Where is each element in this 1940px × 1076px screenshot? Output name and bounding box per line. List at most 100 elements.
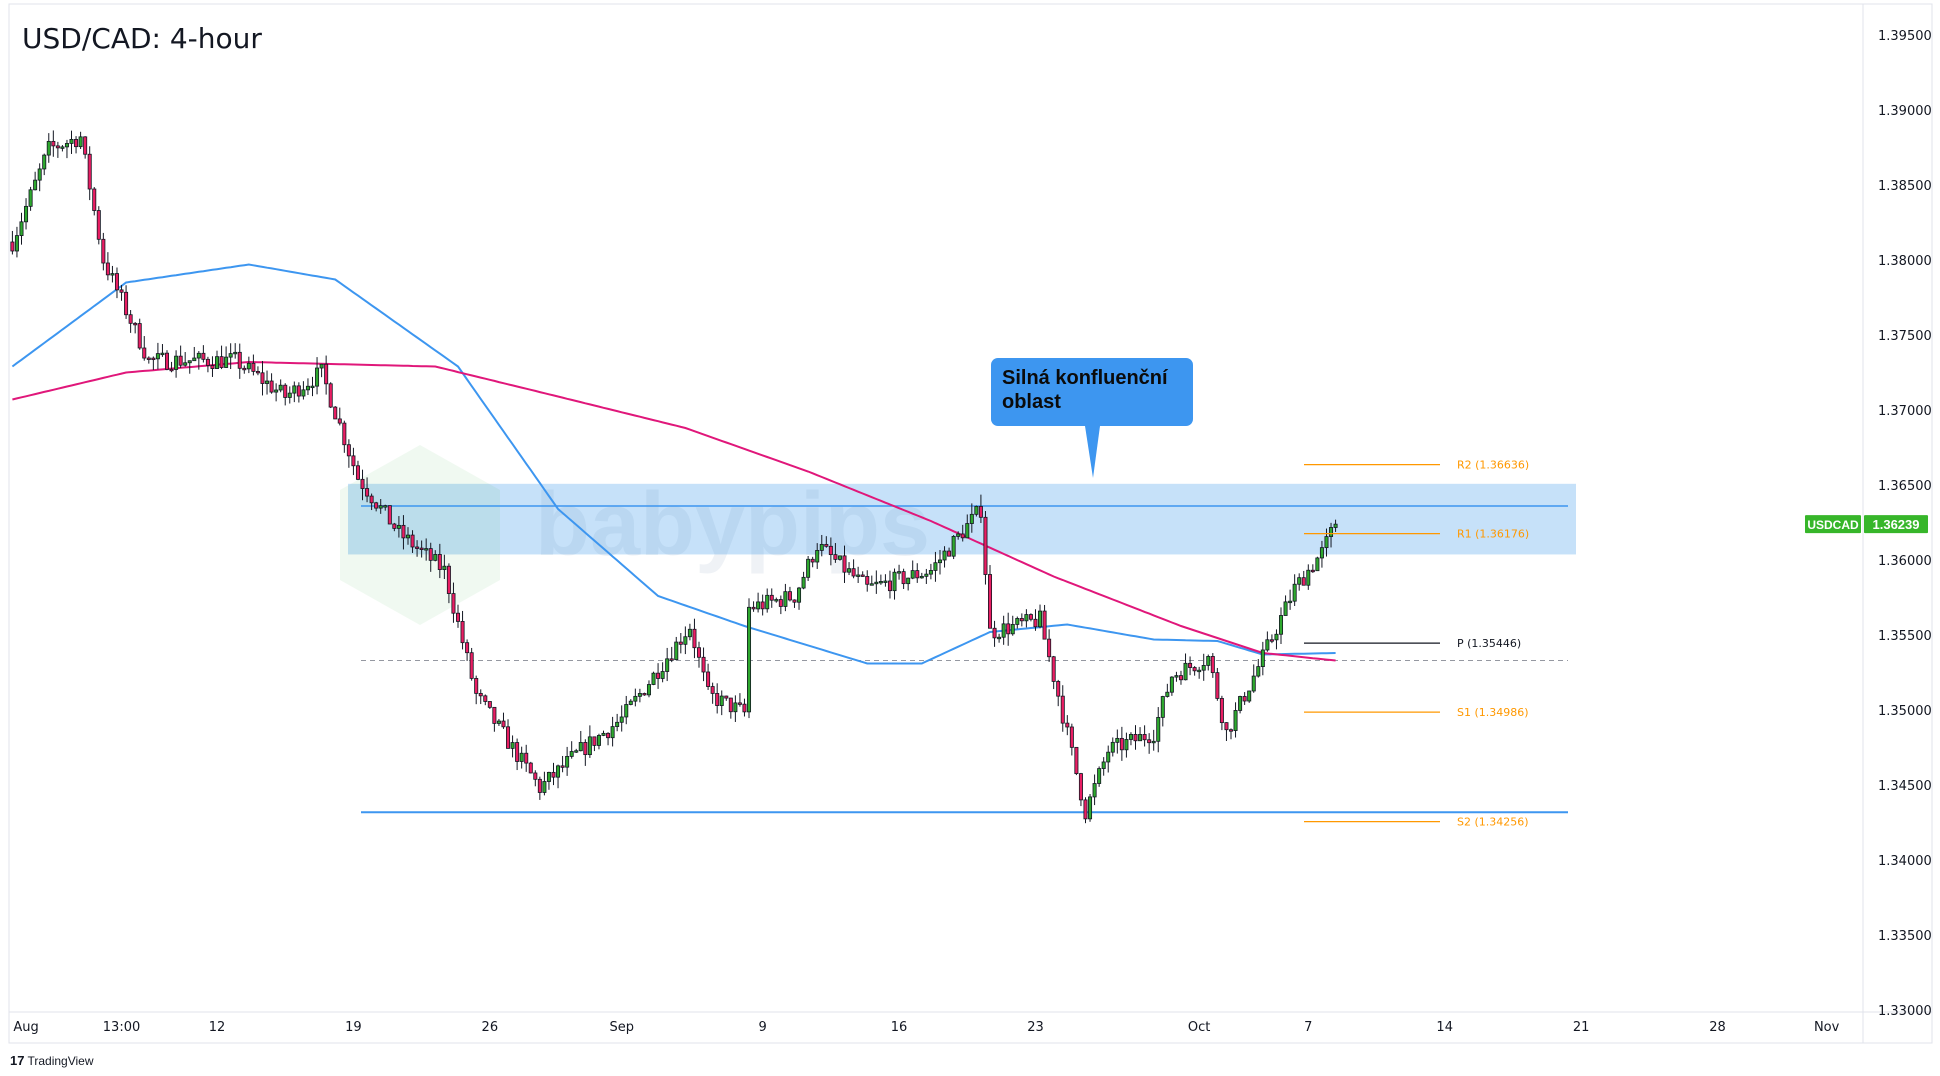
x-tick-label: Oct	[1188, 1020, 1210, 1035]
candle-bear	[101, 238, 106, 264]
candle-bear	[242, 367, 247, 371]
candle-bear	[960, 533, 965, 539]
candle-bear	[251, 362, 256, 372]
candle-bear	[506, 726, 511, 749]
candle-bull	[765, 594, 770, 610]
candle-bull	[287, 392, 292, 398]
candle-bull	[610, 726, 615, 739]
candle-bull	[1197, 669, 1202, 673]
candle-bull	[1174, 675, 1179, 678]
candle-bull	[1160, 696, 1165, 718]
y-tick-label: 1.34000	[1878, 854, 1932, 869]
candle-bear	[988, 574, 993, 629]
x-tick-label: 12	[209, 1020, 226, 1035]
candle-bull	[378, 505, 383, 509]
callout-annotation: Silná konfluenční oblast	[991, 358, 1193, 426]
candle-bull	[1151, 740, 1156, 744]
candle-bull	[246, 362, 251, 370]
candle-bear	[978, 506, 983, 518]
candle-bull	[1101, 761, 1106, 769]
candle-bear	[701, 656, 706, 673]
candle-bull	[78, 136, 83, 148]
candle-bull	[1283, 601, 1288, 616]
candle-bull	[274, 389, 279, 393]
candle-bull	[919, 575, 924, 579]
candle-bull	[1115, 737, 1120, 743]
candle-bear	[1147, 739, 1152, 744]
y-tick-label: 1.35000	[1878, 704, 1932, 719]
candle-bull	[1092, 783, 1097, 798]
candle-bear	[887, 580, 892, 592]
candle-bear	[474, 678, 479, 694]
candle-bear	[1006, 623, 1011, 635]
candle-bear	[169, 368, 174, 372]
x-tick-label: Nov	[1814, 1020, 1840, 1035]
candle-bear	[1228, 729, 1233, 732]
candle-bear	[947, 550, 952, 557]
candle-bull	[574, 750, 579, 753]
candle-bear	[1215, 672, 1220, 699]
candle-bull	[633, 695, 638, 702]
candle-bear	[1224, 722, 1229, 731]
candle-bear	[119, 289, 124, 293]
y-tick-label: 1.33500	[1878, 929, 1932, 944]
candle-bear	[828, 545, 833, 556]
candle-bear	[142, 347, 147, 359]
candle-bull	[956, 533, 961, 537]
candle-bear	[128, 314, 133, 324]
candle-bull	[910, 570, 915, 579]
candle-bear	[842, 555, 847, 573]
candle-bear	[124, 291, 129, 316]
x-tick-label: Aug	[13, 1020, 38, 1035]
candle-bear	[1042, 610, 1047, 640]
candle-bear	[751, 606, 756, 610]
candle-bear	[1192, 667, 1197, 672]
candle-bull	[69, 138, 74, 144]
x-tick-label: 9	[759, 1020, 767, 1035]
x-tick-label: 7	[1304, 1020, 1312, 1035]
candle-bear	[742, 703, 747, 713]
candle-bull	[847, 568, 852, 573]
candle-bull	[228, 353, 233, 358]
candle-bull	[869, 583, 874, 586]
candle-bull	[624, 704, 629, 718]
x-tick-label: 23	[1027, 1020, 1044, 1035]
candle-bull	[396, 524, 401, 529]
svg-text:babypips: babypips	[535, 475, 930, 575]
x-tick-label: 28	[1709, 1020, 1726, 1035]
chart-frame	[8, 3, 1933, 1044]
candle-bear	[137, 323, 142, 349]
candle-bear	[715, 693, 720, 706]
candle-bear	[355, 465, 360, 480]
candle-bear	[851, 568, 856, 577]
candle-bull	[64, 143, 69, 148]
candle-bull	[1024, 614, 1029, 622]
candle-bull	[292, 385, 297, 394]
candle-bull	[815, 550, 820, 563]
candle-bear	[778, 599, 783, 607]
candle-bear	[1019, 618, 1024, 622]
candle-bull	[1097, 768, 1102, 784]
candle-bull	[937, 559, 942, 564]
candle-bear	[210, 365, 215, 369]
candle-bear	[333, 406, 338, 420]
candle-bull	[837, 555, 842, 560]
candle-bull	[619, 716, 624, 723]
candle-bear	[915, 570, 920, 579]
candle-bull	[892, 571, 897, 592]
pivot-label: R2 (1.36636)	[1457, 459, 1529, 472]
candle-bear	[410, 534, 415, 548]
candle-bull	[1265, 639, 1270, 651]
candle-bull	[183, 362, 188, 366]
candle-bull	[310, 385, 315, 389]
candle-bull	[942, 550, 947, 561]
tradingview-icon: 17	[10, 1053, 25, 1068]
candle-bear	[219, 356, 224, 368]
candle-bear	[865, 576, 870, 585]
candle-bear	[269, 380, 274, 393]
candle-bull	[510, 742, 515, 749]
candle-bear	[656, 672, 661, 679]
candle-bull	[951, 536, 956, 557]
candle-bull	[997, 636, 1002, 640]
